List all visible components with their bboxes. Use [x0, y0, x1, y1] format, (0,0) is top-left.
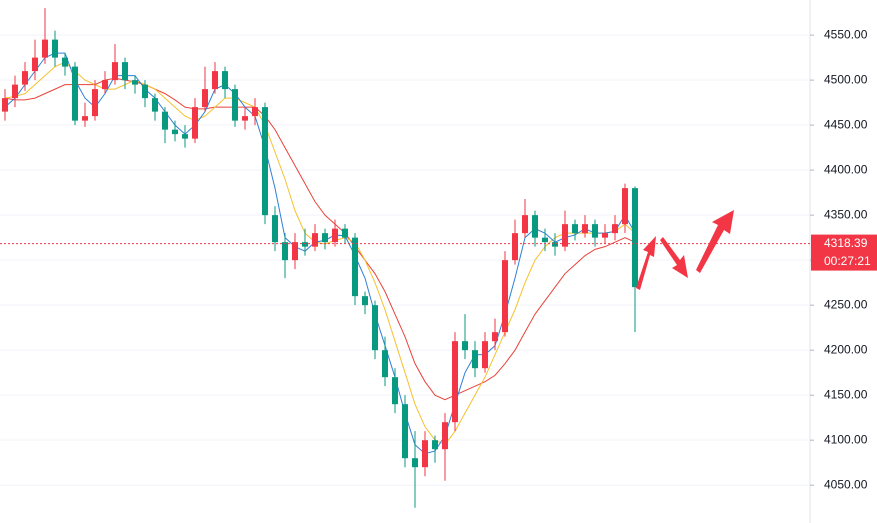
y-tick-label: 4450.00	[824, 117, 868, 131]
candle-body	[122, 62, 128, 81]
candle-body	[172, 129, 178, 135]
y-tick-label: 4400.00	[824, 162, 868, 176]
candle-body	[482, 341, 488, 369]
candle-body	[142, 84, 148, 99]
candle-body	[462, 341, 468, 351]
arrow-down	[660, 237, 688, 278]
candle-body	[282, 242, 288, 261]
candle-body	[332, 228, 338, 243]
arrow-up	[696, 210, 734, 273]
indicator-line	[4, 77, 636, 401]
candle-body	[242, 116, 248, 121]
arrow-up	[636, 236, 656, 290]
y-tick-label: 4550.00	[824, 27, 868, 41]
candle-body	[2, 98, 8, 112]
candle-body	[452, 341, 458, 423]
y-tick-label: 4050.00	[824, 477, 868, 491]
candle-body	[612, 224, 618, 234]
candle-body	[372, 305, 378, 351]
candle-body	[192, 107, 198, 139]
candle-body	[162, 111, 168, 130]
candle-body	[542, 237, 548, 243]
countdown-label: 00:27:21	[824, 254, 871, 268]
candle-body	[352, 237, 358, 297]
indicator-line	[4, 61, 636, 446]
y-tick-label: 4150.00	[824, 387, 868, 401]
candle-body	[432, 440, 438, 450]
candle-body	[382, 350, 388, 378]
candle-body	[502, 260, 508, 333]
candle-body	[522, 215, 528, 234]
y-tick-label: 4250.00	[824, 297, 868, 311]
candle-body	[182, 134, 188, 139]
candle-body	[262, 107, 268, 216]
candle-body	[102, 80, 108, 90]
candle-body	[412, 458, 418, 468]
candle-body	[492, 332, 498, 342]
candle-body	[202, 89, 208, 108]
candle-body	[12, 84, 18, 99]
candle-body	[622, 188, 628, 225]
candle-body	[32, 57, 38, 72]
y-tick-label: 4500.00	[824, 72, 868, 86]
candle-body	[62, 57, 68, 67]
last-price-box	[811, 234, 877, 271]
y-tick-label: 4100.00	[824, 432, 868, 446]
last-price-label: 4318.39	[824, 236, 868, 250]
candle-body	[212, 71, 218, 90]
candle-body	[292, 242, 298, 261]
candle-body	[112, 62, 118, 81]
candle-body	[82, 116, 88, 121]
candle-body	[592, 224, 598, 238]
candle-body	[42, 39, 48, 58]
indicator-line	[4, 52, 636, 455]
candle-body	[52, 39, 58, 58]
candle-body	[132, 80, 138, 85]
annotation-arrows	[636, 210, 734, 290]
candle-body	[252, 107, 258, 117]
candle-body	[422, 440, 428, 468]
candle-body	[22, 71, 28, 85]
candle-body	[312, 233, 318, 247]
candle-body	[72, 66, 78, 121]
candle-body	[442, 422, 448, 450]
candle-body	[562, 224, 568, 247]
candle-body	[552, 242, 558, 247]
candle-body	[632, 188, 638, 288]
candle-body	[572, 224, 578, 234]
candle-body	[472, 350, 478, 369]
candle-body	[92, 89, 98, 117]
candle-body	[532, 215, 538, 238]
candle-body	[272, 215, 278, 243]
candle-body	[322, 233, 328, 243]
candle-body	[362, 296, 368, 306]
candle-body	[222, 71, 228, 90]
candle-body	[152, 98, 158, 112]
candle-body	[512, 233, 518, 261]
y-tick-label: 4200.00	[824, 342, 868, 356]
y-tick-label: 4350.00	[824, 207, 868, 221]
candle-body	[302, 242, 308, 247]
candle-body	[402, 404, 408, 459]
candle-body	[582, 224, 588, 234]
candle-body	[232, 89, 238, 121]
candle-body	[392, 377, 398, 405]
candle-body	[342, 228, 348, 238]
candle-body	[602, 233, 608, 238]
